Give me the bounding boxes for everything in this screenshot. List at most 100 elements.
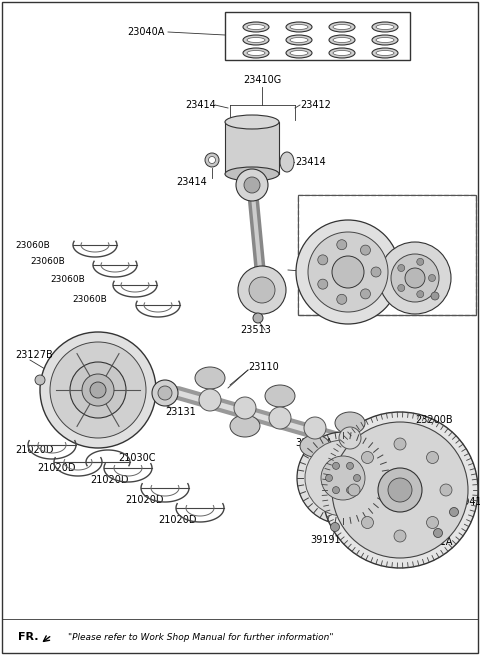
Circle shape [70, 362, 126, 418]
Ellipse shape [243, 22, 269, 32]
Ellipse shape [333, 37, 351, 43]
Text: 23127B: 23127B [15, 350, 53, 360]
Text: 23414: 23414 [177, 177, 207, 187]
Text: 23060B: 23060B [72, 295, 107, 305]
Circle shape [388, 478, 412, 502]
Ellipse shape [333, 24, 351, 29]
Circle shape [348, 484, 360, 496]
Circle shape [318, 279, 328, 289]
Text: 23311A: 23311A [415, 537, 452, 547]
Text: 23124B: 23124B [70, 350, 108, 360]
Ellipse shape [286, 48, 312, 58]
Circle shape [417, 291, 424, 297]
Text: "Please refer to Work Shop Manual for further information": "Please refer to Work Shop Manual for fu… [68, 633, 334, 643]
Ellipse shape [265, 385, 295, 407]
Circle shape [371, 267, 381, 277]
Circle shape [332, 256, 364, 288]
Text: 23060B: 23060B [50, 276, 85, 284]
Circle shape [308, 232, 388, 312]
Circle shape [333, 487, 339, 494]
Circle shape [339, 427, 361, 449]
Circle shape [433, 529, 443, 538]
Circle shape [269, 407, 291, 429]
Text: 21020D: 21020D [15, 445, 53, 455]
Ellipse shape [290, 37, 308, 43]
Circle shape [90, 382, 106, 398]
Circle shape [398, 284, 405, 291]
Circle shape [331, 523, 339, 531]
Text: 23211B: 23211B [313, 202, 350, 212]
Circle shape [379, 242, 451, 314]
Text: 23212: 23212 [368, 450, 399, 460]
Circle shape [205, 153, 219, 167]
Circle shape [449, 508, 458, 517]
Circle shape [249, 277, 275, 303]
Text: 23410G: 23410G [243, 75, 281, 85]
Text: 23040A: 23040A [128, 27, 165, 37]
Circle shape [234, 397, 256, 419]
Text: 23200B: 23200B [415, 415, 453, 425]
Ellipse shape [247, 37, 265, 43]
Text: 23311B: 23311B [435, 247, 472, 257]
Circle shape [440, 484, 452, 496]
Ellipse shape [225, 115, 279, 129]
Circle shape [333, 462, 339, 470]
Circle shape [353, 474, 360, 481]
Text: 59418: 59418 [457, 497, 480, 507]
Ellipse shape [335, 412, 365, 434]
Text: (A/T): (A/T) [306, 204, 329, 214]
Circle shape [417, 258, 424, 265]
Ellipse shape [243, 35, 269, 45]
Ellipse shape [329, 35, 355, 45]
Circle shape [50, 342, 146, 438]
Text: 23510: 23510 [315, 265, 346, 275]
Text: 23414: 23414 [185, 100, 216, 110]
Ellipse shape [280, 152, 294, 172]
Circle shape [236, 169, 268, 201]
Circle shape [253, 313, 263, 323]
Ellipse shape [329, 22, 355, 32]
Circle shape [360, 289, 371, 299]
Text: 23110: 23110 [248, 362, 279, 372]
Text: 21020D: 21020D [158, 515, 196, 525]
Ellipse shape [225, 167, 279, 181]
Circle shape [427, 451, 439, 464]
Text: 23226B: 23226B [378, 300, 416, 310]
Text: FR.: FR. [18, 632, 38, 642]
Circle shape [238, 266, 286, 314]
Bar [225, 12, 410, 60]
Text: 21020D: 21020D [125, 495, 164, 505]
Ellipse shape [300, 435, 330, 457]
Text: 23060B: 23060B [30, 257, 65, 267]
Circle shape [431, 292, 439, 300]
Circle shape [35, 375, 45, 385]
Ellipse shape [286, 35, 312, 45]
Text: 39191: 39191 [310, 535, 341, 545]
Circle shape [297, 432, 389, 524]
Circle shape [158, 386, 172, 400]
Circle shape [394, 438, 406, 450]
Circle shape [82, 374, 114, 406]
Bar [298, 195, 476, 315]
Circle shape [394, 530, 406, 542]
Ellipse shape [376, 24, 394, 29]
Ellipse shape [247, 50, 265, 56]
Ellipse shape [195, 367, 225, 389]
Circle shape [296, 220, 400, 324]
Circle shape [361, 517, 373, 529]
Circle shape [321, 456, 365, 500]
Ellipse shape [243, 48, 269, 58]
Bar [299, 196, 475, 314]
Ellipse shape [247, 24, 265, 29]
Circle shape [337, 240, 347, 250]
Circle shape [391, 254, 439, 302]
Ellipse shape [286, 22, 312, 32]
Ellipse shape [376, 37, 394, 43]
Circle shape [305, 440, 381, 516]
Circle shape [360, 245, 371, 255]
Circle shape [347, 462, 353, 470]
Circle shape [398, 265, 405, 272]
Circle shape [152, 380, 178, 406]
Ellipse shape [372, 22, 398, 32]
Text: 21020D: 21020D [37, 463, 75, 473]
